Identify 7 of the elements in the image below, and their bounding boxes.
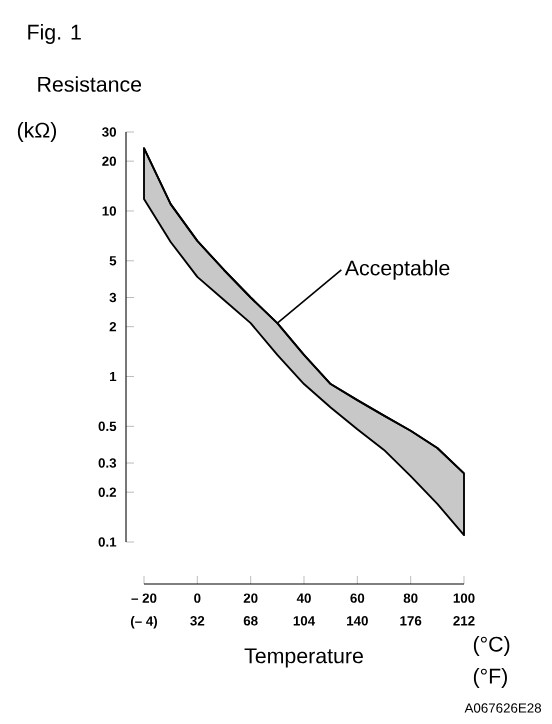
text: (°C)	[473, 636, 510, 656]
x-axis-title: Temperature	[244, 648, 363, 668]
text: (kΩ)	[17, 122, 57, 142]
chart-title: Fig. 1	[28, 24, 81, 44]
y-axis-title: Resistance	[38, 76, 142, 92]
annotation: Acceptable	[344, 259, 450, 280]
text: (°F)	[473, 668, 507, 688]
